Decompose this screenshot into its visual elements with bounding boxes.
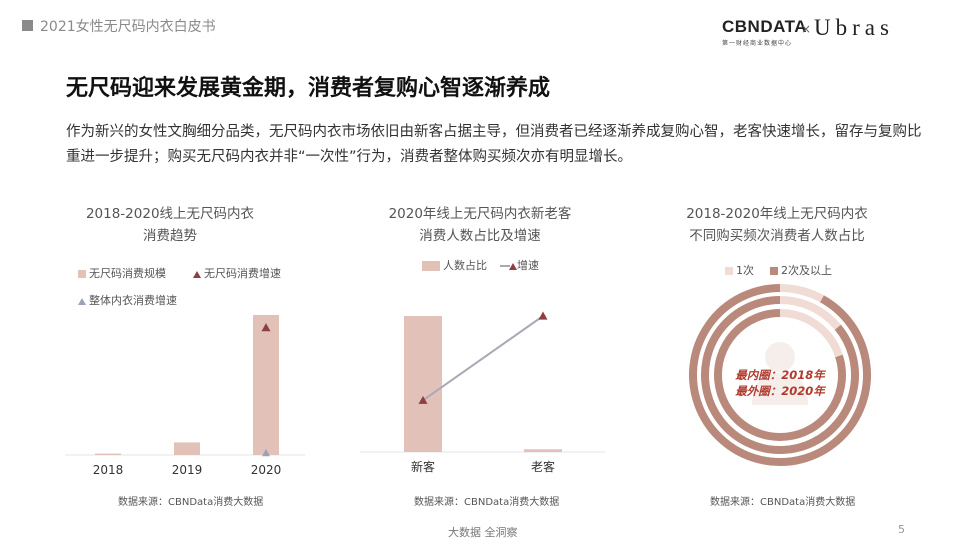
chart1-x-tick: 2020 (251, 463, 282, 477)
legend-square-icon (78, 270, 86, 278)
chart2-legend-growth: 增速 (500, 257, 539, 273)
legend-square-icon (422, 261, 440, 271)
chart3-ring-2plus (714, 309, 846, 441)
chart3-annotation-inner: 最内圈：2018年 (735, 368, 826, 382)
chart3-legend-once: 1次 (725, 262, 754, 278)
chart1-bar (253, 315, 279, 455)
chart3-source: 数据来源：CBNData消费大数据 (710, 497, 856, 508)
ubras-logo: Ubras (814, 15, 894, 40)
chart2-title-line1: 2020年线上无尺码内衣新老客 (388, 206, 572, 222)
document-title: 2021女性无尺码内衣白皮书 (40, 19, 216, 35)
chart1-bar (174, 442, 200, 455)
person-body-icon (752, 373, 808, 405)
chart1-plot: 2018 2019 2020 (65, 315, 305, 477)
legend-triangle-icon (509, 262, 517, 270)
chart1-legend-growth: 无尺码消费增速 (193, 265, 281, 281)
cbndata-logo-subtitle: 第一财经商业数据中心 (722, 40, 793, 47)
chart3-title: 2018-2020年线上无尺码内衣 不同购买频次消费者人数占比 (662, 203, 892, 247)
chart1-growth-marker (261, 323, 271, 332)
legend-square-icon (770, 267, 778, 275)
chart1-x-tick: 2019 (172, 463, 203, 477)
footer-slogan: 大数据 全洞察 (448, 526, 518, 539)
chart3-annotation-outer: 最外圈：2020年 (735, 384, 826, 398)
chart1-legend-overall-growth: 整体内衣消费增速 (78, 292, 177, 308)
chart1-source: 数据来源：CBNData消费大数据 (118, 497, 264, 508)
legend-triangle-icon (193, 270, 201, 278)
chart3-title-line2: 不同购买频次消费者人数占比 (689, 228, 865, 244)
chart2-growth-marker (418, 395, 428, 404)
chart2-bar (524, 449, 562, 452)
chart2-title: 2020年线上无尺码内衣新老客 消费人数占比及增速 (360, 203, 600, 247)
chart3-title-line1: 2018-2020年线上无尺码内衣 (686, 206, 868, 222)
chart1-x-tick: 2018 (93, 463, 124, 477)
legend-square-icon (725, 267, 733, 275)
chart1-title-line1: 2018-2020线上无尺码内衣 (85, 206, 255, 222)
legend-line-icon (500, 265, 510, 267)
chart2-plot: 新客 老客 (360, 311, 605, 474)
legend-triangle-icon (78, 297, 86, 305)
chart3-ring-once (779, 284, 824, 303)
header-square-icon (22, 20, 33, 31)
chart3-ring-once (779, 296, 841, 330)
chart1-title: 2018-2020线上无尺码内衣 消费趋势 (60, 203, 280, 247)
chart1-bar (95, 453, 121, 455)
chart1-legend-scale: 无尺码消费规模 (78, 265, 166, 281)
chart1-title-line2: 消费趋势 (143, 228, 197, 244)
page-title: 无尺码迎来发展黄金期，消费者复购心智逐渐养成 (66, 76, 551, 101)
chart3-ring-once (779, 309, 843, 358)
intro-paragraph: 作为新兴的女性文胸细分品类，无尺码内衣市场依旧由新客占据主导，但消费者已经逐渐养… (66, 124, 922, 165)
chart3-ring-2plus (701, 296, 859, 454)
chart2-x-tick: 老客 (531, 459, 555, 474)
chart2-growth-marker (538, 311, 548, 320)
chart1-overall-growth-marker (262, 449, 270, 457)
chart2-x-tick: 新客 (411, 459, 435, 474)
logo-separator: × (801, 22, 812, 36)
chart2-growth-line (422, 315, 544, 402)
cbndata-logo: CBNDATA (722, 17, 808, 36)
person-head-icon (765, 342, 795, 372)
chart3-ring-2plus (689, 284, 871, 466)
chart2-bar (404, 316, 442, 452)
chart3-legend-twice-plus: 2次及以上 (770, 262, 832, 278)
chart2-title-line2: 消费人数占比及增速 (419, 228, 541, 244)
page-number: 5 (898, 523, 905, 536)
chart2-source: 数据来源：CBNData消费大数据 (414, 497, 560, 508)
chart2-legend-share: 人数占比 (422, 257, 487, 273)
